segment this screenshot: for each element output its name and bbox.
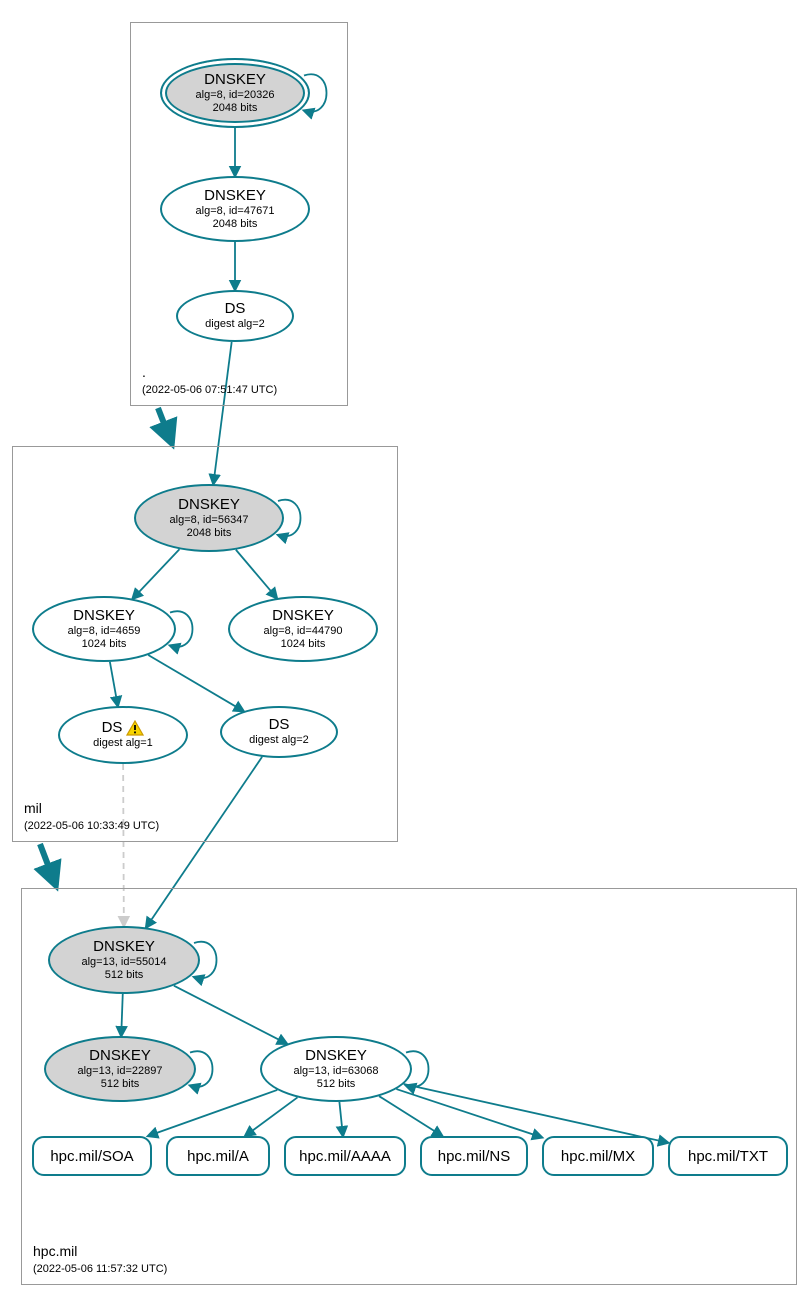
node-sub2-root_ksk: 2048 bits bbox=[213, 102, 258, 115]
node-title-root_ksk: DNSKEY bbox=[204, 71, 266, 89]
node-mil_ksk: DNSKEYalg=8, id=563472048 bits bbox=[134, 484, 284, 552]
node-title-root_zsk: DNSKEY bbox=[204, 187, 266, 205]
zone-timestamp-root: (2022-05-06 07:51:47 UTC) bbox=[142, 384, 277, 396]
node-sub2-hpc_zsk: 512 bits bbox=[317, 1078, 356, 1091]
node-title-rr_soa: hpc.mil/SOA bbox=[50, 1148, 133, 1165]
node-hpc_zsk_gray: DNSKEYalg=13, id=22897512 bits bbox=[44, 1036, 196, 1102]
zone-arrow bbox=[40, 844, 56, 886]
node-sub2-mil_zsk2: 1024 bits bbox=[281, 638, 326, 651]
node-sub2-hpc_ksk: 512 bits bbox=[105, 969, 144, 982]
node-sub2-hpc_zsk_gray: 512 bits bbox=[101, 1078, 140, 1091]
node-rr_mx: hpc.mil/MX bbox=[542, 1136, 654, 1176]
node-title-rr_aaaa: hpc.mil/AAAA bbox=[299, 1148, 391, 1165]
node-title-rr_ns: hpc.mil/NS bbox=[438, 1148, 511, 1165]
node-title-hpc_zsk: DNSKEY bbox=[305, 1047, 367, 1065]
node-title-rr_txt: hpc.mil/TXT bbox=[688, 1148, 768, 1165]
node-root_ksk: DNSKEYalg=8, id=203262048 bits bbox=[160, 58, 310, 128]
node-sub1-hpc_zsk_gray: alg=13, id=22897 bbox=[77, 1065, 162, 1078]
node-mil_zsk1: DNSKEYalg=8, id=46591024 bits bbox=[32, 596, 176, 662]
zone-timestamp-hpc: (2022-05-06 11:57:32 UTC) bbox=[33, 1263, 167, 1275]
zone-label-mil: mil bbox=[24, 800, 42, 816]
node-title-mil_zsk2: DNSKEY bbox=[272, 607, 334, 625]
node-title-rr_a: hpc.mil/A bbox=[187, 1148, 249, 1165]
node-title-hpc_ksk: DNSKEY bbox=[93, 938, 155, 956]
node-mil_ds2: DSdigest alg=2 bbox=[220, 706, 338, 758]
node-title-mil_ds1: DS bbox=[102, 719, 123, 737]
node-rr_soa: hpc.mil/SOA bbox=[32, 1136, 152, 1176]
node-rr_txt: hpc.mil/TXT bbox=[668, 1136, 788, 1176]
node-sub2-mil_zsk1: 1024 bits bbox=[82, 638, 127, 651]
node-rr_ns: hpc.mil/NS bbox=[420, 1136, 528, 1176]
node-sub1-mil_zsk1: alg=8, id=4659 bbox=[68, 625, 141, 638]
node-sub1-root_ksk: alg=8, id=20326 bbox=[196, 89, 275, 102]
zone-timestamp-mil: (2022-05-06 10:33:49 UTC) bbox=[24, 820, 159, 832]
node-sub2-mil_ksk: 2048 bits bbox=[187, 527, 232, 540]
node-sub1-hpc_zsk: alg=13, id=63068 bbox=[293, 1065, 378, 1078]
node-sub2-root_zsk: 2048 bits bbox=[213, 218, 258, 231]
node-sub1-mil_ksk: alg=8, id=56347 bbox=[170, 514, 249, 527]
zone-label-hpc: hpc.mil bbox=[33, 1243, 77, 1259]
node-sub1-mil_zsk2: alg=8, id=44790 bbox=[264, 625, 343, 638]
node-root_zsk: DNSKEYalg=8, id=476712048 bits bbox=[160, 176, 310, 242]
node-title-mil_ds2: DS bbox=[269, 716, 290, 734]
node-title-hpc_zsk_gray: DNSKEY bbox=[89, 1047, 151, 1065]
node-title-rr_mx: hpc.mil/MX bbox=[561, 1148, 635, 1165]
node-sub1-root_zsk: alg=8, id=47671 bbox=[196, 205, 275, 218]
node-title-mil_ksk: DNSKEY bbox=[178, 496, 240, 514]
node-mil_ds1: DSdigest alg=1 bbox=[58, 706, 188, 764]
node-title-root_ds: DS bbox=[225, 300, 246, 318]
node-sub1-mil_ds2: digest alg=2 bbox=[249, 734, 309, 747]
node-rr_aaaa: hpc.mil/AAAA bbox=[284, 1136, 406, 1176]
node-sub1-root_ds: digest alg=2 bbox=[205, 318, 265, 331]
node-rr_a: hpc.mil/A bbox=[166, 1136, 270, 1176]
zone-arrow bbox=[158, 408, 172, 444]
node-hpc_zsk: DNSKEYalg=13, id=63068512 bits bbox=[260, 1036, 412, 1102]
node-title-mil_zsk1: DNSKEY bbox=[73, 607, 135, 625]
node-sub1-mil_ds1: digest alg=1 bbox=[93, 737, 153, 750]
node-root_ds: DSdigest alg=2 bbox=[176, 290, 294, 342]
node-sub1-hpc_ksk: alg=13, id=55014 bbox=[81, 956, 166, 969]
node-mil_zsk2: DNSKEYalg=8, id=447901024 bits bbox=[228, 596, 378, 662]
node-hpc_ksk: DNSKEYalg=13, id=55014512 bits bbox=[48, 926, 200, 994]
warning-icon bbox=[126, 720, 144, 736]
zone-label-root: . bbox=[142, 364, 146, 380]
